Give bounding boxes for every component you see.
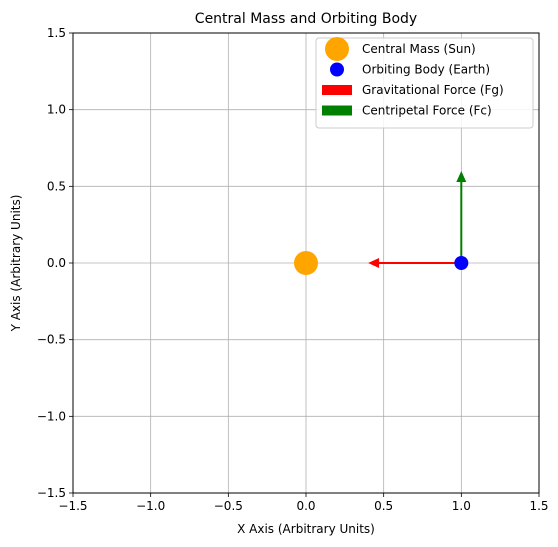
axis-ticks: −1.5 −1.0 −0.5 0.0 0.5 1.0 1.5 −1.5 −1.0 −0.5 0.0 0… <box>37 26 549 513</box>
x-tick-label: −1.5 <box>58 499 87 513</box>
legend-marker <box>325 37 349 61</box>
plot-frame <box>72 32 540 494</box>
y-tick-label: 1.0 <box>47 103 66 117</box>
x-tick-label: 0.0 <box>296 499 315 513</box>
legend: Central Mass (Sun) Orbiting Body (Earth) G… <box>315 37 534 129</box>
orbiting-body-point <box>454 256 469 270</box>
y-tick-label: 0.5 <box>47 179 66 193</box>
legend-label: Orbiting Body (Earth) <box>362 63 490 77</box>
x-axis-label: X Axis (Arbitrary Units) <box>237 522 375 536</box>
y-tick-label: −1.5 <box>37 486 66 500</box>
legend-box <box>315 37 534 129</box>
central-mass-point <box>294 251 318 275</box>
force-arrow <box>368 258 462 268</box>
x-tick-label: 0.5 <box>374 499 393 513</box>
legend-label: Gravitational Force (Fg) <box>362 83 504 97</box>
legend-label: Central Mass (Sun) <box>362 42 476 56</box>
y-tick-label: 0.0 <box>47 256 66 270</box>
y-tick-label: 1.5 <box>47 26 66 40</box>
y-tick-label: −1.0 <box>37 409 66 423</box>
x-tick-label: −1.0 <box>136 499 165 513</box>
x-tick-label: 1.5 <box>529 499 548 513</box>
x-tick-label: −0.5 <box>214 499 243 513</box>
y-tick-label: −0.5 <box>37 333 66 347</box>
legend-label: Centripetal Force (Fc) <box>362 104 492 118</box>
plot-marks <box>294 171 469 275</box>
legend-marker <box>322 85 352 95</box>
legend-marker <box>322 105 352 116</box>
x-tick-label: 1.0 <box>452 499 471 513</box>
legend-marker <box>330 62 344 77</box>
force-arrow <box>456 171 467 263</box>
chart-title: Central Mass and Orbiting Body <box>195 11 417 27</box>
y-axis-label: Y Axis (Arbitrary Units) <box>9 195 23 333</box>
